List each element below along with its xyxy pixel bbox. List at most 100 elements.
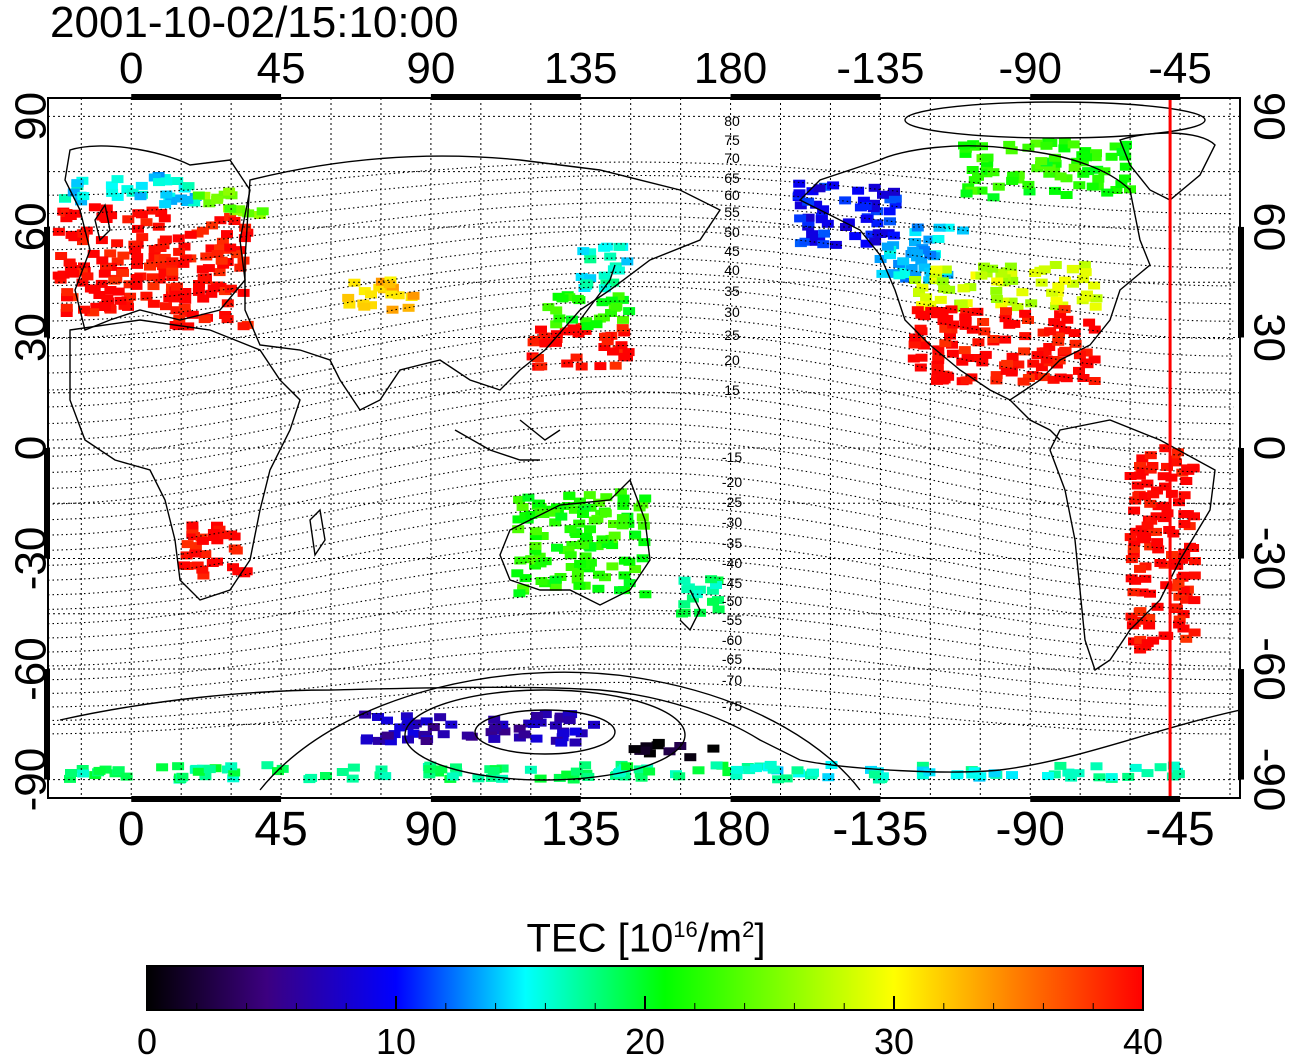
tec-cell [601, 337, 614, 346]
left-edge-bar [44, 226, 50, 338]
tec-cell [1147, 490, 1160, 499]
tec-cell [815, 215, 828, 224]
tec-cell [917, 341, 930, 350]
tec-cell [1065, 773, 1078, 782]
tec-cell [173, 247, 186, 256]
right-lat-label: 60 [1244, 202, 1292, 251]
left-edge-bar [44, 669, 50, 780]
top-lon-label: 180 [694, 44, 767, 93]
tec-cell [237, 288, 250, 297]
tec-cell [802, 219, 815, 228]
tec-cell [1154, 763, 1167, 772]
tec-cell [916, 766, 929, 775]
tec-cell [146, 273, 159, 282]
tec-cell [176, 772, 189, 781]
tec-cell [159, 235, 172, 244]
tec-cell [684, 753, 697, 762]
tec-cell [173, 314, 186, 323]
tec-cell [203, 199, 216, 208]
tec-cell [1173, 620, 1186, 629]
tec-cell [375, 765, 388, 774]
tec-cell [224, 212, 237, 221]
tec-cell [916, 301, 929, 310]
tec-cell [711, 576, 724, 585]
tec-cell [593, 314, 606, 323]
tec-cell [489, 723, 502, 732]
tec-cell [320, 772, 332, 780]
tec-cell [931, 362, 944, 371]
tec-cell [1059, 276, 1071, 285]
tec-cell [140, 291, 153, 300]
colorbar-tick-label: 10 [376, 1021, 416, 1057]
tec-cell [977, 318, 990, 326]
tec-cell [663, 747, 676, 756]
tec-cell [990, 295, 1003, 303]
tec-cell [577, 510, 589, 518]
tec-cell [750, 764, 763, 773]
tec-cell [75, 197, 88, 206]
left-lat-label: -30 [7, 527, 56, 591]
colorbar-tick-label: 20 [625, 1021, 665, 1057]
tec-cell [407, 729, 420, 738]
tec-cell [159, 200, 172, 209]
tec-cell [600, 493, 613, 502]
tec-cell [638, 538, 651, 547]
tec-cell [77, 192, 90, 201]
tec-cell [556, 294, 569, 303]
tec-cell [549, 582, 562, 591]
contour-line [48, 471, 1234, 551]
tec-cell [1150, 512, 1163, 521]
tec-cell [570, 767, 583, 776]
tec-cell [1178, 510, 1191, 519]
tec-cell [617, 494, 630, 503]
tec-cell [193, 280, 205, 288]
tec-cell [990, 371, 1003, 380]
tec-cell [375, 277, 388, 286]
tec-cell [1088, 281, 1101, 290]
contour-line [48, 505, 1234, 581]
contour-line [48, 201, 1234, 251]
tec-cell [1067, 140, 1080, 149]
tec-cell [131, 260, 143, 269]
tec-cell [140, 218, 153, 227]
tec-cell [559, 327, 572, 336]
tec-cell [618, 328, 631, 337]
tec-cell [599, 332, 611, 341]
tec-cell [1092, 174, 1105, 183]
tec-cell [767, 765, 780, 774]
tec-cell [978, 262, 990, 271]
contour-line [48, 422, 1234, 505]
tec-cell [621, 762, 634, 771]
tec-cell [106, 188, 119, 197]
top-edge-bar [1030, 94, 1181, 100]
tec-cell [1109, 142, 1122, 151]
tec-cell [568, 505, 581, 514]
tec-cell [932, 352, 945, 361]
tec-cell [228, 217, 241, 225]
colorbar-ticks: 0 10 20 30 40 [137, 996, 1163, 1057]
tec-cell [182, 182, 195, 191]
tec-cell [707, 744, 720, 753]
contour-line [48, 406, 1234, 490]
tec-cell [1086, 182, 1099, 191]
colorbar-tick-label: 0 [137, 1021, 157, 1057]
tec-cell [955, 299, 968, 308]
tec-cell [154, 244, 167, 252]
tec-cell [1134, 635, 1147, 644]
tec-cell [991, 277, 1004, 286]
tec-cell [571, 575, 584, 584]
tec-cell [372, 713, 384, 721]
tec-cell [1089, 302, 1102, 311]
tec-cell [914, 363, 927, 372]
tec-cell [1066, 264, 1079, 273]
tec-cell [1080, 153, 1092, 162]
tec-cell [219, 311, 232, 319]
tec-cell [158, 214, 171, 223]
tec-cell [988, 769, 1001, 778]
tec-cell [606, 562, 619, 571]
tec-cell [794, 201, 807, 210]
tec-cell [629, 530, 642, 539]
tec-cell [1131, 481, 1144, 490]
tec-cell [529, 532, 542, 541]
